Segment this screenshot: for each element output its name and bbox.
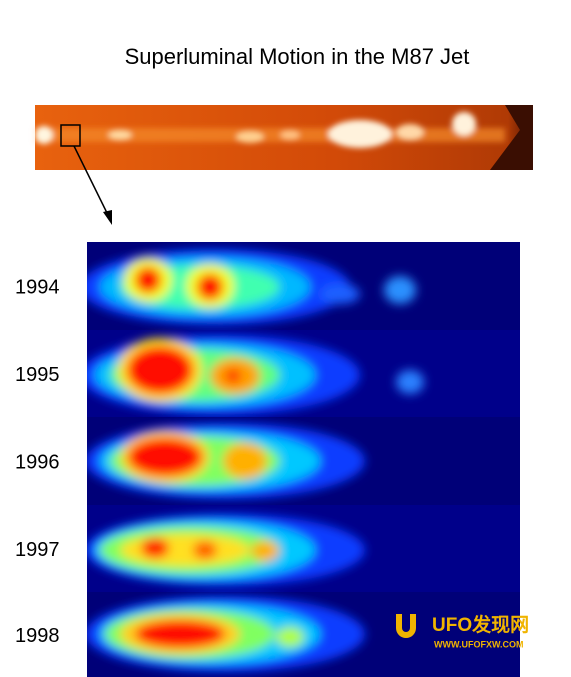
year-label: 1995: [15, 364, 60, 386]
emission-blobs: [87, 249, 416, 325]
watermark-url: WWW.UFOFXW.COM: [434, 639, 523, 649]
blob: [135, 620, 225, 648]
emission-blobs: [87, 514, 365, 586]
blob: [193, 541, 217, 559]
blob: [320, 284, 360, 304]
arrow: [73, 145, 112, 225]
watermark-name: UFO发现网: [432, 613, 529, 636]
heatmap-panel: [87, 592, 520, 677]
year-labels: 1994 1995 1996 1997 1998: [15, 276, 60, 647]
title: Superluminal Motion in the M87 Jet: [125, 44, 470, 69]
blob: [276, 627, 304, 647]
jet-image: [35, 105, 533, 170]
blob: [197, 274, 223, 300]
year-label: 1998: [15, 625, 60, 647]
emission-blobs: [87, 423, 365, 499]
emission-blobs: [87, 596, 365, 672]
year-label: 1996: [15, 451, 60, 473]
blob: [384, 276, 416, 304]
blob: [396, 370, 424, 394]
blob: [135, 267, 161, 293]
heatmap-panel: [87, 505, 520, 592]
blob: [128, 438, 202, 476]
blob: [127, 346, 193, 394]
heatmap-panel: [87, 330, 520, 417]
blob: [223, 443, 267, 479]
blob: [120, 534, 250, 566]
heatmap-panel: [87, 417, 520, 505]
year-label: 1994: [15, 276, 60, 298]
blob: [141, 538, 169, 558]
heatmap-panels: [87, 242, 520, 677]
blob: [251, 541, 279, 561]
emission-blobs: [87, 335, 424, 415]
watermark: UFO发现网 WWW.UFOFXW.COM: [396, 613, 529, 649]
heatmap-panel: [87, 242, 520, 330]
year-label: 1997: [15, 539, 60, 561]
blob: [225, 369, 241, 383]
